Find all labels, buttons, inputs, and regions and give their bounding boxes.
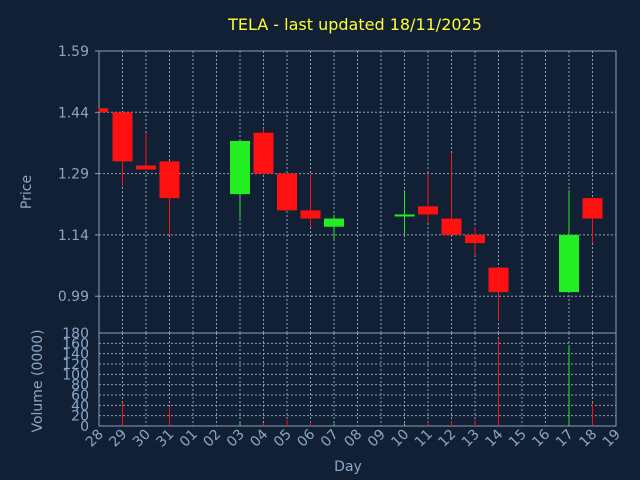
- volume-tick-label: 40: [71, 398, 89, 414]
- x-tick-label: 09: [365, 427, 389, 451]
- volume-tick-label: 120: [62, 357, 89, 373]
- candle-body: [159, 161, 180, 199]
- candle-body: [418, 206, 438, 215]
- x-tick-label: 18: [576, 427, 600, 451]
- candle-body: [559, 234, 579, 293]
- x-tick-label: 08: [341, 427, 365, 451]
- volume-tick-label: 60: [71, 388, 89, 404]
- volume-tick-label: 0: [80, 419, 89, 435]
- x-tick-label: 31: [153, 427, 177, 451]
- candle-body: [441, 218, 462, 235]
- x-tick-label: 06: [294, 426, 318, 450]
- x-tick-label: 13: [459, 427, 483, 451]
- x-tick-label: 05: [271, 427, 295, 451]
- x-tick-label: 16: [529, 426, 553, 450]
- x-axis-label: Day: [334, 459, 362, 475]
- candle-body: [465, 234, 485, 244]
- candle-body: [394, 214, 415, 217]
- x-tick-label: 11: [412, 427, 436, 451]
- candle-body: [300, 210, 321, 219]
- x-tick-label: 14: [482, 426, 506, 450]
- volume-tick-label: 100: [62, 367, 89, 383]
- volume-tick-label: 180: [62, 326, 89, 342]
- candle-body: [136, 165, 156, 170]
- volume-panel-grid: [98, 332, 617, 427]
- candle-body: [253, 132, 274, 174]
- x-tick-label: 29: [106, 427, 130, 451]
- price-tick-label: 1.59: [58, 44, 89, 60]
- x-tick-label: 17: [553, 427, 577, 451]
- x-tick-label: 30: [130, 427, 154, 451]
- candlesticks: [98, 108, 603, 321]
- candle-body: [277, 173, 297, 211]
- day-axis-ticks: 28 29 30 31 01 02 03 04 05 06 07 08 09 10 11 12 13 14 15 16…: [83, 426, 624, 450]
- price-tick-label: 1.44: [58, 105, 89, 121]
- price-axis-label: Price: [19, 175, 35, 209]
- price-tick-label: 0.99: [58, 289, 89, 305]
- volume-panel-frame: [98, 332, 617, 427]
- price-tick-label: 1.29: [58, 167, 89, 183]
- x-tick-label: 02: [200, 427, 224, 451]
- x-tick-label: 15: [506, 427, 530, 451]
- x-tick-label: 04: [247, 426, 271, 450]
- x-tick-label: 10: [388, 427, 412, 451]
- price-tick-label: 1.14: [58, 228, 89, 244]
- candle-body: [99, 108, 108, 113]
- x-tick-label: 12: [435, 427, 459, 451]
- price-axis-ticks: 0.99 1.14 1.29 1.44 1.59: [58, 44, 99, 305]
- volume-bars: [122, 339, 593, 426]
- candle-body: [112, 112, 133, 162]
- x-tick-label: 07: [318, 427, 342, 451]
- x-tick-label: 19: [600, 427, 624, 451]
- candle-body: [230, 140, 250, 195]
- volume-tick-label: 80: [71, 378, 89, 394]
- candle-body: [488, 267, 509, 293]
- volume-tick-label: 20: [71, 409, 89, 425]
- volume-tick-label: 160: [62, 336, 89, 352]
- chart-title: TELA - last updated 18/11/2025: [227, 15, 482, 34]
- x-tick-label: 03: [224, 427, 248, 451]
- volume-tick-label: 140: [62, 347, 89, 363]
- candle-body: [324, 218, 344, 227]
- candle-body: [582, 198, 603, 219]
- volume-axis-label: Volume (0000): [30, 329, 46, 432]
- x-tick-label: 01: [177, 427, 201, 451]
